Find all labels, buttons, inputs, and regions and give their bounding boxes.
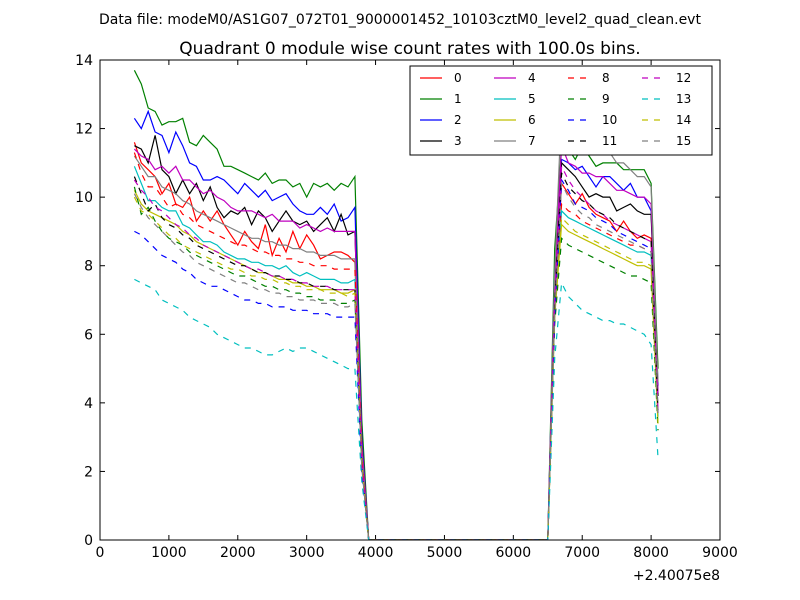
legend-label-10: 10 bbox=[602, 113, 617, 127]
legend-box bbox=[409, 65, 713, 156]
series-line-3 bbox=[134, 135, 659, 540]
x-tick-label: 3000 bbox=[289, 545, 325, 561]
legend-label-6: 6 bbox=[528, 113, 536, 127]
legend-label-8: 8 bbox=[602, 71, 610, 85]
series-line-12 bbox=[133, 163, 659, 540]
legend-label-13: 13 bbox=[676, 92, 691, 106]
series-line-2 bbox=[133, 109, 659, 540]
legend-label-9: 9 bbox=[602, 92, 610, 106]
series-line-15 bbox=[133, 181, 659, 540]
series-line-8 bbox=[133, 152, 659, 540]
x-tick-label: 9000 bbox=[702, 545, 738, 561]
legend-label-12: 12 bbox=[676, 71, 691, 85]
y-tick-label: 6 bbox=[84, 327, 93, 343]
figure-suptitle: Data file: modeM0/AS1G07_072T01_90000014… bbox=[99, 12, 701, 28]
x-tick-label: 8000 bbox=[633, 545, 669, 561]
x-axis-offset-label: +2.40075e8 bbox=[633, 568, 720, 584]
legend-label-15: 15 bbox=[676, 134, 691, 148]
legend-label-11: 11 bbox=[602, 134, 617, 148]
axis-ticks: 0 1000 2000 3000 4000 5000 6000 7000 8000 9000 0 2 4… bbox=[75, 53, 738, 561]
series-line-5 bbox=[133, 166, 659, 540]
plot-lines bbox=[133, 70, 659, 540]
x-tick-label: 4000 bbox=[358, 545, 394, 561]
series-line-13 bbox=[134, 278, 659, 540]
legend-label-0: 0 bbox=[454, 71, 462, 85]
legend-label-2: 2 bbox=[454, 113, 462, 127]
y-tick-label: 12 bbox=[75, 122, 93, 138]
x-tick-label: 7000 bbox=[564, 545, 600, 561]
series-line-0 bbox=[133, 142, 659, 540]
legend-label-4: 4 bbox=[528, 71, 536, 85]
series-line-4 bbox=[133, 145, 659, 540]
chart-title: Quadrant 0 module wise count rates with … bbox=[179, 39, 640, 59]
x-tick-label: 0 bbox=[96, 545, 105, 561]
x-tick-label: 2000 bbox=[220, 545, 256, 561]
series-line-14 bbox=[133, 196, 659, 540]
x-tick-label: 5000 bbox=[427, 545, 463, 561]
y-tick-label: 8 bbox=[84, 259, 93, 275]
y-tick-label: 0 bbox=[84, 533, 93, 549]
y-tick-label: 10 bbox=[75, 190, 93, 206]
plot-frame bbox=[99, 59, 721, 541]
legend-label-1: 1 bbox=[454, 92, 462, 106]
x-tick-label: 6000 bbox=[496, 545, 532, 561]
series-line-10 bbox=[134, 178, 659, 540]
x-tick-label: 1000 bbox=[151, 545, 187, 561]
series-line-1 bbox=[133, 70, 659, 540]
y-tick-label: 2 bbox=[84, 464, 93, 480]
legend-label-14: 14 bbox=[676, 113, 691, 127]
y-tick-label: 14 bbox=[75, 53, 93, 69]
legend-label-3: 3 bbox=[454, 134, 462, 148]
legend-label-5: 5 bbox=[528, 92, 536, 106]
y-tick-label: 4 bbox=[84, 396, 93, 412]
legend-label-7: 7 bbox=[528, 134, 536, 148]
